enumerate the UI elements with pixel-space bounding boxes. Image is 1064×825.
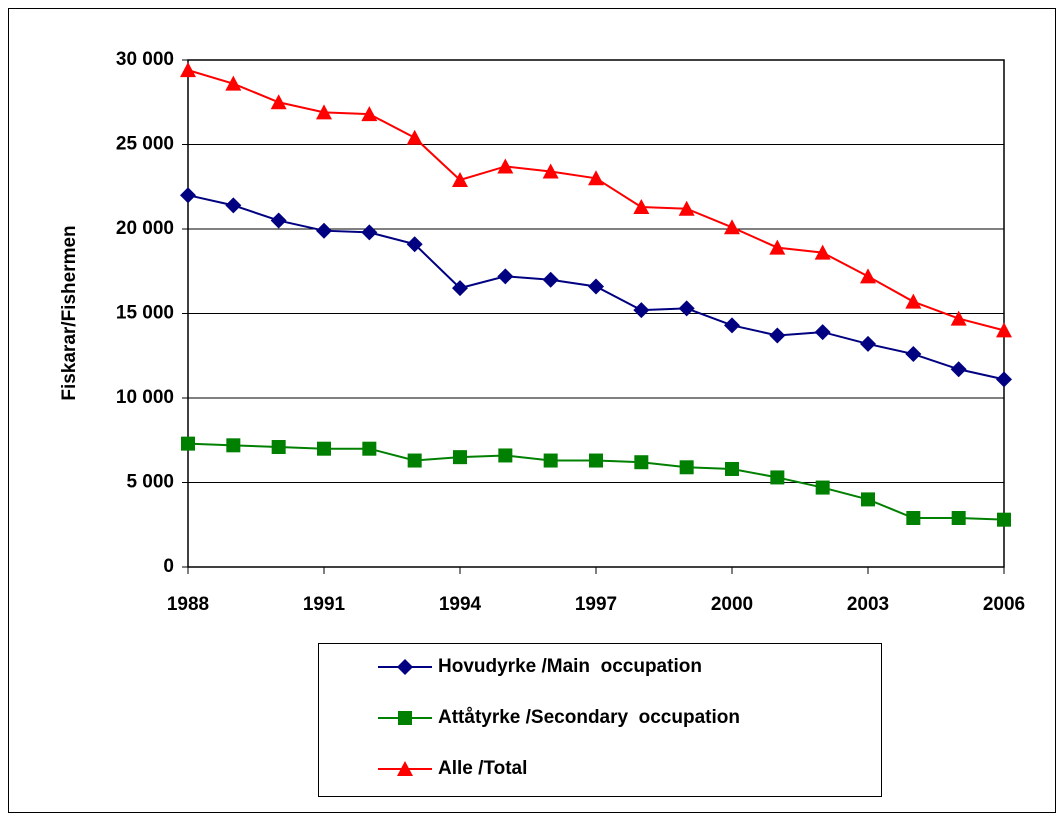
- marker: [398, 711, 412, 725]
- marker: [906, 510, 921, 525]
- x-tick-label: 2000: [711, 594, 753, 615]
- marker: [542, 271, 559, 288]
- marker: [226, 438, 241, 453]
- marker: [905, 293, 922, 309]
- marker: [725, 461, 739, 476]
- marker: [633, 302, 650, 319]
- marker: [997, 512, 1011, 527]
- marker: [861, 492, 875, 507]
- marker: [724, 219, 740, 235]
- marker: [406, 236, 423, 253]
- y-tick-label: 25 000: [116, 134, 174, 155]
- marker: [543, 453, 558, 468]
- marker: [770, 470, 785, 485]
- y-tick-label: 5 000: [126, 472, 174, 493]
- marker: [860, 335, 876, 352]
- marker: [271, 440, 286, 455]
- marker: [860, 268, 876, 284]
- legend-label: Attåtyrke /Secondary occupation: [438, 707, 740, 728]
- marker: [397, 659, 413, 675]
- marker: [950, 310, 967, 326]
- marker: [452, 280, 468, 297]
- marker: [634, 455, 649, 470]
- marker: [815, 480, 830, 495]
- marker: [589, 453, 603, 468]
- marker: [497, 158, 514, 174]
- marker: [270, 94, 287, 110]
- marker: [905, 346, 922, 363]
- marker: [769, 239, 786, 255]
- marker: [270, 212, 287, 229]
- marker: [180, 62, 196, 78]
- marker: [951, 510, 966, 525]
- marker: [361, 224, 378, 241]
- y-tick-label: 10 000: [116, 387, 174, 408]
- marker: [950, 361, 967, 378]
- marker: [362, 441, 377, 456]
- y-tick-label: 15 000: [116, 303, 174, 324]
- marker: [407, 453, 422, 468]
- x-tick-label: 2006: [983, 594, 1025, 615]
- marker: [453, 450, 467, 465]
- marker: [678, 200, 695, 216]
- marker: [769, 327, 786, 344]
- marker: [361, 106, 378, 122]
- marker: [452, 171, 468, 187]
- x-tick-label: 2003: [847, 594, 889, 615]
- marker: [497, 268, 514, 285]
- legend-label: Alle /Total: [438, 758, 527, 779]
- marker: [406, 129, 423, 145]
- marker: [996, 371, 1012, 388]
- marker: [316, 104, 332, 120]
- y-axis-label: Fiskarar/Fishermen: [59, 225, 80, 400]
- marker: [588, 278, 604, 295]
- y-tick-label: 20 000: [116, 218, 174, 239]
- marker: [225, 197, 242, 214]
- marker: [225, 75, 242, 91]
- legend-box: [318, 643, 882, 797]
- x-tick-label: 1997: [575, 594, 617, 615]
- marker: [996, 322, 1012, 338]
- marker: [588, 170, 604, 186]
- x-tick-label: 1988: [167, 594, 209, 615]
- marker: [678, 300, 695, 317]
- y-tick-label: 30 000: [116, 49, 174, 70]
- marker: [180, 187, 196, 204]
- marker: [814, 244, 831, 260]
- marker: [542, 163, 559, 179]
- marker: [316, 222, 332, 239]
- marker: [181, 436, 195, 451]
- marker: [397, 761, 413, 776]
- y-tick-label: 0: [163, 556, 174, 577]
- marker: [498, 448, 513, 463]
- marker: [814, 324, 831, 341]
- x-tick-label: 1991: [303, 594, 346, 615]
- marker: [724, 317, 740, 334]
- marker: [679, 460, 694, 475]
- marker: [633, 199, 650, 215]
- x-tick-label: 1994: [439, 594, 482, 615]
- legend-label: Hovudyrke /Main occupation: [438, 656, 702, 677]
- marker: [317, 441, 331, 456]
